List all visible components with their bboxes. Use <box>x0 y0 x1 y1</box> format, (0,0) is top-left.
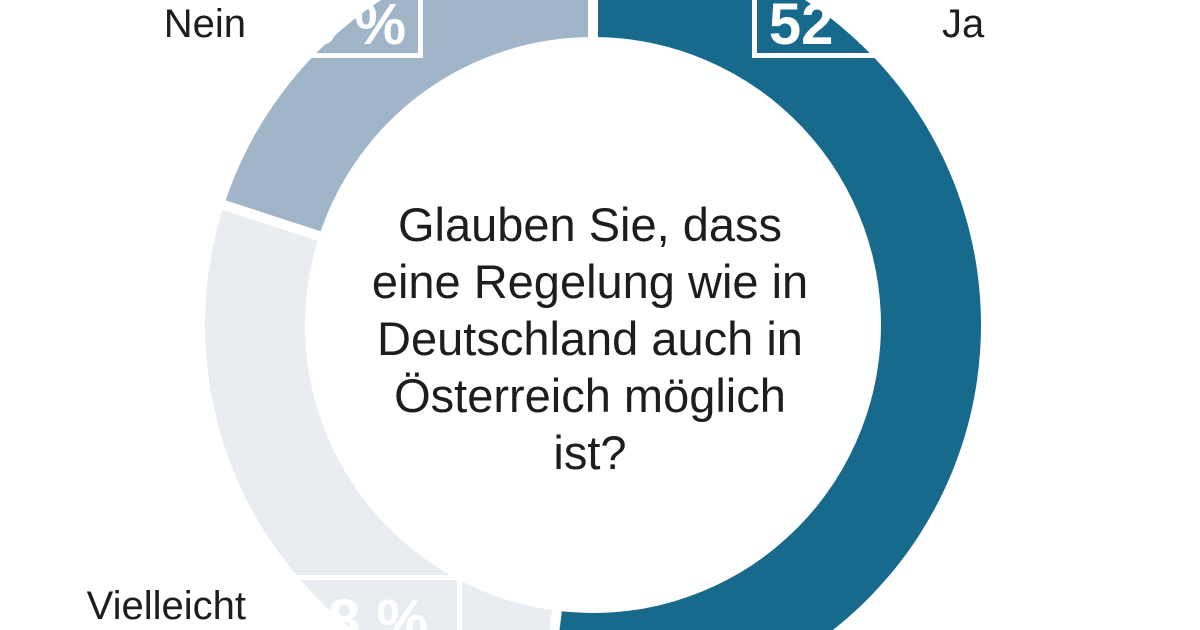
badge-nein-percent: 20 % <box>257 0 423 58</box>
question-line: eine Regelung wie in <box>371 255 809 308</box>
segment-ja <box>554 0 981 630</box>
label-nein: Nein <box>163 2 246 46</box>
question-line: Österreich möglich <box>394 369 786 422</box>
segment-separator <box>209 196 334 246</box>
badge-vielleicht-percent: 28 % <box>262 575 462 630</box>
question-line: ist? <box>553 426 627 479</box>
label-vielleicht: Vielleicht <box>86 584 246 628</box>
vielleicht-percent-value: 28 % <box>295 588 429 630</box>
question-line: Deutschland auch in <box>377 312 803 365</box>
segment-nein <box>223 0 593 236</box>
nein-percent-value: 20 % <box>273 0 407 57</box>
segment-vielleicht <box>205 205 557 630</box>
ja-percent-value: 52 % <box>768 0 902 57</box>
label-ja: Ja <box>942 2 985 46</box>
badge-ja-percent: 52 % <box>752 0 918 58</box>
center-question: Glauben Sie, dass eine Regelung wie in D… <box>290 196 890 481</box>
segment-separator <box>549 596 564 630</box>
question-line: Glauben Sie, dass <box>397 198 783 251</box>
